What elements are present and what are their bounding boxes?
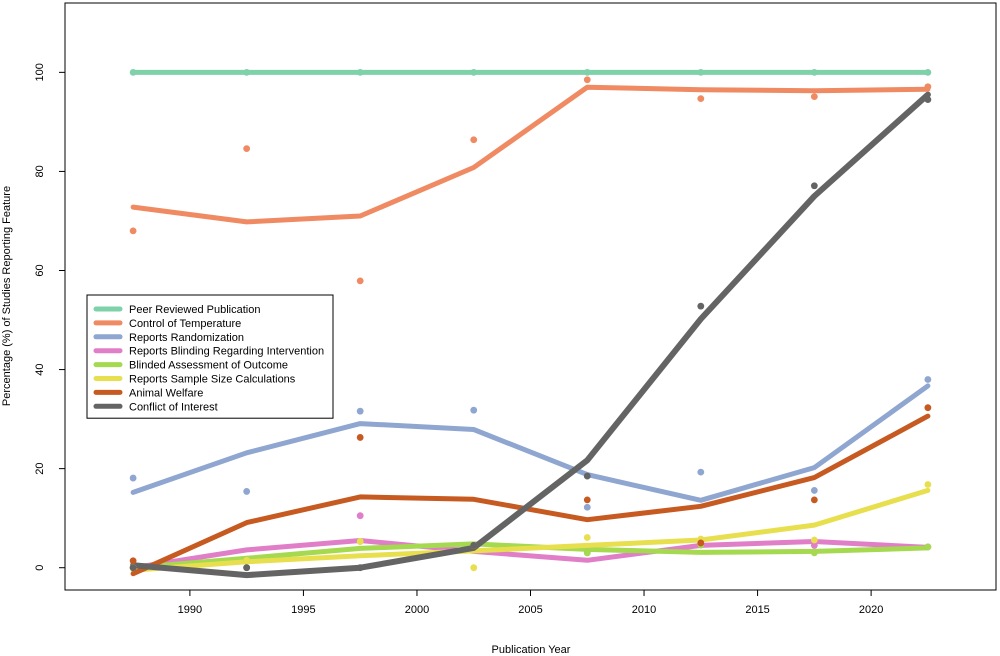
legend: Peer Reviewed Publication Control of Temp…	[86, 294, 334, 419]
legend-label: Peer Reviewed Publication	[129, 304, 260, 316]
data-point-reports-sample-size-calculations	[470, 564, 478, 572]
data-point-animal-welfare	[583, 496, 591, 504]
legend-label: Conflict of Interest	[129, 401, 218, 413]
data-point-reports-sample-size-calculations	[356, 538, 364, 545]
data-point-peer-reviewed-publication	[924, 68, 932, 76]
data-point-reports-blinding-regarding-intervention	[810, 542, 818, 549]
series-line-reports-blinding-regarding-intervention	[130, 538, 931, 571]
data-point-control-of-temperature	[356, 277, 364, 285]
y-tick-label: 100	[34, 63, 46, 81]
data-point-reports-randomization	[470, 406, 478, 414]
data-point-reports-randomization	[583, 503, 591, 511]
y-axis: 0 20 40 60 80 100	[34, 63, 65, 571]
legend-label: Reports Randomization	[129, 332, 244, 344]
data-point-conflict-of-interest	[243, 564, 251, 572]
data-point-blinded-assessment-of-outcome	[810, 549, 818, 557]
data-point-reports-sample-size-calculations	[583, 534, 591, 541]
data-point-reports-randomization	[810, 487, 818, 494]
data-point-conflict-of-interest	[583, 472, 591, 480]
data-point-conflict-of-interest	[470, 542, 478, 549]
y-tick-label: 20	[34, 463, 46, 475]
legend-label: Reports Blinding Regarding Intervention	[129, 346, 324, 358]
data-point-blinded-assessment-of-outcome	[583, 549, 591, 557]
y-tick-label: 0	[34, 565, 46, 571]
data-point-reports-sample-size-calculations	[243, 556, 251, 564]
data-point-conflict-of-interest	[810, 182, 818, 190]
legend-label: Blinded Assessment of Outcome	[129, 360, 288, 372]
data-point-control-of-temperature	[924, 83, 932, 91]
data-point-peer-reviewed-publication	[129, 68, 137, 76]
data-point-peer-reviewed-publication	[470, 68, 478, 76]
data-point-peer-reviewed-publication	[810, 68, 818, 76]
x-tick-label: 2010	[632, 604, 656, 616]
data-point-conflict-of-interest	[924, 96, 932, 103]
data-point-animal-welfare	[697, 539, 705, 547]
data-point-peer-reviewed-publication	[243, 68, 251, 76]
x-tick-label: 2020	[859, 604, 883, 616]
data-point-reports-randomization	[129, 474, 137, 482]
y-axis-title: Percentage (%) of Studies Reporting Feat…	[1, 186, 13, 406]
data-point-animal-welfare	[924, 404, 932, 412]
legend-box	[86, 294, 334, 419]
x-tick-label: 1990	[178, 604, 202, 616]
series-line-control-of-temperature	[130, 84, 931, 225]
data-point-reports-randomization	[243, 488, 251, 495]
data-point-animal-welfare	[356, 434, 364, 441]
data-point-control-of-temperature	[470, 136, 478, 144]
data-point-reports-sample-size-calculations	[924, 481, 932, 488]
y-tick-label: 60	[34, 264, 46, 276]
data-point-control-of-temperature	[129, 227, 137, 235]
legend-label: Reports Sample Size Calculations	[129, 374, 296, 386]
y-tick-label: 40	[34, 363, 46, 375]
points-layer	[129, 68, 932, 572]
data-point-animal-welfare	[129, 557, 137, 565]
data-point-animal-welfare	[810, 496, 818, 504]
data-point-conflict-of-interest	[356, 564, 364, 572]
x-tick-label: 2015	[745, 604, 769, 616]
data-point-peer-reviewed-publication	[356, 68, 364, 76]
data-point-control-of-temperature	[243, 145, 251, 153]
data-point-reports-randomization	[924, 376, 932, 383]
data-point-reports-blinding-regarding-intervention	[356, 512, 364, 520]
series-line-conflict-of-interest	[130, 91, 931, 579]
data-point-conflict-of-interest	[129, 564, 137, 572]
x-tick-label: 2005	[518, 604, 542, 616]
data-point-reports-randomization	[356, 407, 364, 415]
data-point-control-of-temperature	[697, 95, 705, 103]
data-point-reports-sample-size-calculations	[810, 536, 818, 544]
x-tick-label: 1995	[291, 604, 315, 616]
data-point-conflict-of-interest	[697, 302, 705, 310]
data-point-peer-reviewed-publication	[697, 68, 705, 76]
series-line-reports-randomization	[130, 383, 931, 503]
data-point-control-of-temperature	[583, 76, 591, 84]
x-tick-label: 2000	[405, 604, 429, 616]
series-line-reports-sample-size-calculations	[130, 487, 931, 573]
series-line-animal-welfare	[130, 413, 931, 577]
data-point-peer-reviewed-publication	[583, 68, 591, 76]
legend-label: Control of Temperature	[129, 318, 241, 330]
legend-label: Animal Welfare	[129, 387, 203, 399]
x-axis-title: Publication Year	[492, 644, 571, 656]
x-axis: 1990 1995 2000 2005 2010 2015 2020	[178, 590, 883, 616]
data-point-blinded-assessment-of-outcome	[924, 543, 932, 551]
series-layer	[130, 69, 931, 579]
data-point-reports-randomization	[697, 468, 705, 476]
data-point-control-of-temperature	[810, 93, 818, 101]
y-tick-label: 80	[34, 165, 46, 177]
